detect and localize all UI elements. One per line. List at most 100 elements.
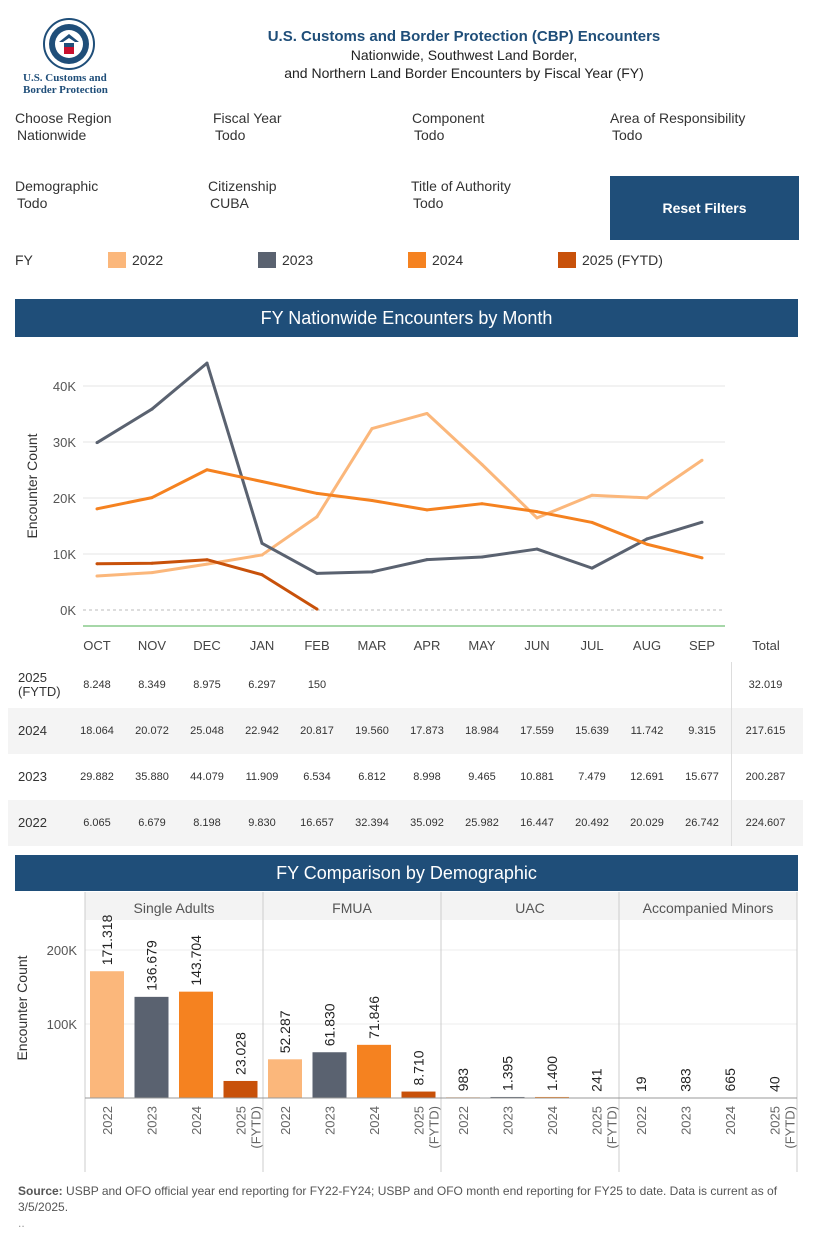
y-axis-label: Encounter Count: [24, 433, 40, 538]
source-note: Source: USBP and OFO official year end r…: [18, 1183, 798, 1231]
table-cell: 15.677: [685, 771, 719, 783]
x-tick-label: 2022: [100, 1106, 115, 1135]
data-point: [205, 468, 209, 472]
filter-region-value[interactable]: Nationwide: [17, 127, 87, 143]
table-cell: 9.465: [468, 771, 496, 783]
table-cell: [344, 662, 400, 708]
panel-title: UAC: [515, 900, 545, 916]
filter-fiscal-year-value[interactable]: Todo: [215, 127, 246, 143]
data-point: [315, 571, 319, 575]
x-tick-label-line: 2025: [234, 1106, 249, 1135]
total-separator: [731, 662, 732, 846]
filter-region[interactable]: Choose Region Nationwide: [15, 110, 112, 144]
series-line-2022: [96, 411, 703, 578]
bar-value-label: 136.679: [144, 940, 160, 991]
data-point: [370, 498, 374, 502]
x-tick-label-line: 2024: [723, 1106, 738, 1135]
table-cell: 19.560: [355, 725, 389, 737]
panel-title: Accompanied Minors: [643, 900, 774, 916]
filter-component-label: Component: [412, 110, 485, 126]
filter-authority[interactable]: Title of Authority Todo: [411, 178, 511, 212]
data-point: [95, 507, 99, 511]
bar-value-label: 23.028: [233, 1032, 249, 1075]
legend-item-2025[interactable]: 2025 (FYTD): [558, 252, 663, 268]
table-cell: [509, 662, 565, 708]
x-tick-label-line: 2023: [145, 1106, 160, 1135]
table-cell: 7.479: [578, 771, 606, 783]
data-point: [590, 520, 594, 524]
data-point: [370, 427, 374, 431]
table-cell: 6.812: [358, 771, 386, 783]
filter-authority-value[interactable]: Todo: [413, 195, 444, 211]
filter-fiscal-year[interactable]: Fiscal Year Todo: [213, 110, 281, 144]
x-tick-label: OCT: [83, 638, 111, 653]
legend-swatch-2022: [108, 252, 126, 268]
table-cell: 11.742: [630, 725, 664, 737]
table-cell: 8.349: [138, 679, 166, 691]
x-tick-label-line: 2022: [456, 1106, 471, 1135]
bar-value-label: 71.846: [366, 996, 382, 1039]
bar-value-label: 1.395: [500, 1056, 516, 1091]
filter-component[interactable]: Component Todo: [412, 110, 484, 144]
legend-item-2022[interactable]: 2022: [108, 252, 163, 268]
table-cell: 25.982: [465, 817, 499, 829]
filter-demographic[interactable]: Demographic Todo: [15, 178, 98, 212]
bar-value-label: 171.318: [99, 914, 115, 965]
series-line-2023: [96, 361, 703, 575]
filter-aor[interactable]: Area of Responsibility Todo: [610, 110, 745, 144]
demographic-bar-chart[interactable]: 100K 200K Encounter Count Single Adults 171.…: [0, 892, 813, 1174]
data-point: [645, 537, 649, 541]
legend-text-2025: 2025 (FYTD): [582, 252, 663, 268]
table-cell: 32.394: [355, 817, 389, 829]
reset-filters-button[interactable]: Reset Filters: [610, 176, 799, 240]
table-cell: 6.534: [303, 771, 331, 783]
table-cell: 9.315: [688, 725, 716, 737]
table-cell: 150: [307, 679, 327, 691]
x-tick-label: NOV: [138, 638, 167, 653]
table-cell: 20.029: [630, 817, 664, 829]
bar-value-label: 52.287: [277, 1010, 293, 1053]
filter-region-label: Choose Region: [15, 110, 112, 126]
legend-swatch-2025: [558, 252, 576, 268]
table-cell: [619, 662, 675, 708]
y-axis-label: Encounter Count: [14, 955, 30, 1060]
filter-aor-value[interactable]: Todo: [612, 127, 643, 143]
data-point: [700, 556, 704, 560]
filter-citizenship[interactable]: Citizenship CUBA: [208, 178, 276, 212]
source-label: Source:: [18, 1184, 63, 1198]
x-tick-label-line: (FYTD): [605, 1106, 620, 1149]
filter-demographic-label: Demographic: [15, 178, 99, 194]
legend-item-2023[interactable]: 2023: [258, 252, 313, 268]
bar: [535, 1096, 569, 1098]
x-tick-label: 2022: [278, 1106, 293, 1135]
data-point: [645, 496, 649, 500]
table-cell: [674, 662, 730, 708]
filter-component-value[interactable]: Todo: [414, 127, 445, 143]
legend-item-2024[interactable]: 2024: [408, 252, 463, 268]
table-row: 2022 6.065 6.679 8.198 9.830 16.657 32.394 35.0…: [8, 800, 803, 846]
x-tick-label: 2023: [145, 1106, 160, 1135]
data-point: [260, 553, 264, 557]
table-cell: 26.742: [685, 817, 719, 829]
table-cell: 6.297: [248, 679, 276, 691]
bar-value-label: 143.704: [188, 935, 204, 986]
data-point: [370, 570, 374, 574]
bar-value-label: 983: [455, 1068, 471, 1092]
x-tick-label-line: 2022: [100, 1106, 115, 1135]
monthly-line-chart[interactable]: 0K 10K 20K 30K 40K Encounter Count OCT NOV DEC JA…: [0, 338, 813, 663]
table-cell: 18.064: [80, 725, 114, 737]
table-row: 2025 (FYTD) 8.248 8.349 8.975 6.297 150 32.019: [8, 662, 803, 708]
filter-citizenship-value[interactable]: CUBA: [210, 195, 249, 211]
table-cell: 20.492: [575, 817, 609, 829]
bar-value-label: 241: [589, 1068, 605, 1092]
table-total-cell: 200.287: [745, 771, 786, 783]
bar-value-label: 40: [767, 1076, 783, 1092]
x-tick-label-line: 2024: [367, 1106, 382, 1135]
table-cell: 11.909: [245, 771, 279, 783]
x-tick-label: 2025(FYTD): [768, 1106, 798, 1149]
x-tick-label: 2024: [367, 1106, 382, 1135]
x-tick-label: 2023: [323, 1106, 338, 1135]
table-cell: 8.998: [413, 771, 441, 783]
x-tick-label: 2022: [634, 1106, 649, 1135]
filter-demographic-value[interactable]: Todo: [17, 195, 48, 211]
